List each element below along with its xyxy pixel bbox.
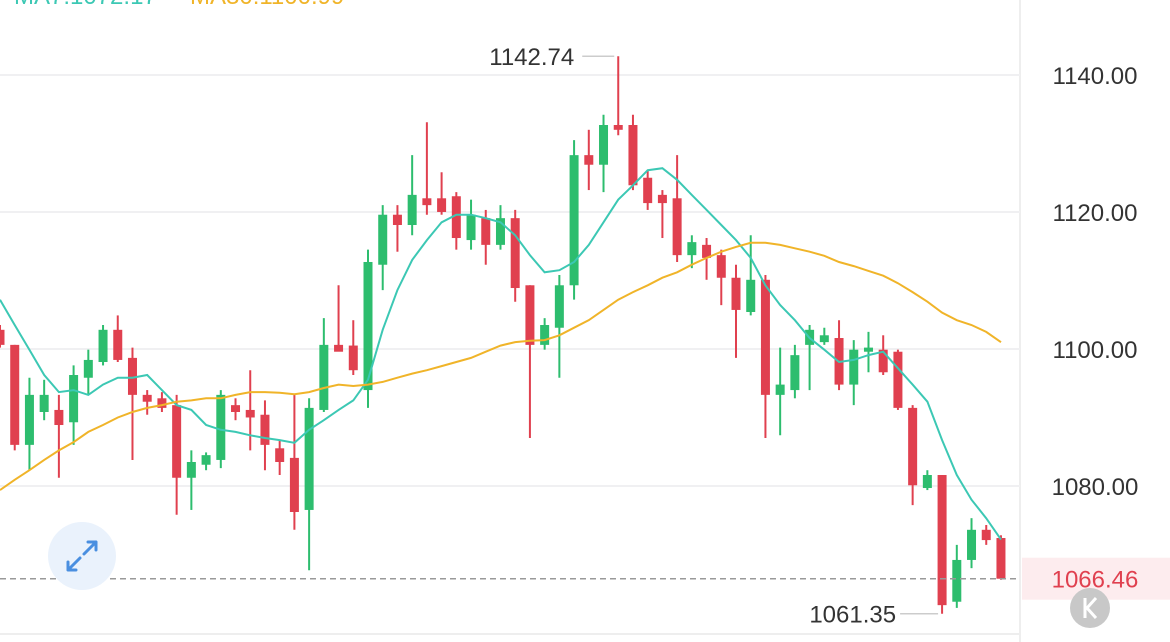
candle-body bbox=[304, 407, 314, 510]
candle-body bbox=[613, 125, 623, 130]
candle-body bbox=[510, 218, 520, 289]
candle-body bbox=[584, 155, 594, 165]
ma-line bbox=[0, 167, 1002, 541]
candle-body bbox=[54, 409, 64, 426]
candle-body bbox=[908, 407, 918, 486]
candle-body bbox=[157, 398, 167, 408]
candle-body bbox=[392, 214, 402, 226]
candle-body bbox=[599, 125, 609, 165]
candle-body bbox=[186, 461, 196, 478]
candle-body bbox=[275, 448, 285, 462]
high-label: 1142.74 bbox=[489, 44, 574, 71]
candle-body bbox=[260, 414, 270, 445]
k-circle[interactable] bbox=[1070, 588, 1110, 628]
candle-body bbox=[628, 125, 638, 186]
candle-body bbox=[245, 409, 255, 418]
candle-body bbox=[98, 329, 108, 362]
candle-body bbox=[422, 198, 432, 206]
ma-line bbox=[0, 241, 1002, 491]
candle-body bbox=[201, 455, 211, 465]
candle-body bbox=[878, 349, 888, 373]
k-button[interactable] bbox=[1070, 588, 1110, 628]
candle-body bbox=[348, 345, 358, 371]
candle-body bbox=[334, 344, 344, 352]
candle-body bbox=[819, 335, 829, 343]
candle-body bbox=[657, 194, 667, 204]
plot bbox=[0, 56, 1006, 614]
candle-body bbox=[407, 194, 417, 226]
candle-body bbox=[937, 475, 947, 606]
candle-body bbox=[893, 351, 903, 408]
candle-body bbox=[319, 344, 329, 410]
candle-body bbox=[952, 559, 962, 602]
candle-body bbox=[775, 384, 785, 395]
low-label: 1061.35 bbox=[809, 602, 896, 629]
candle-body bbox=[863, 347, 873, 352]
candle-body bbox=[922, 475, 932, 489]
candle-body bbox=[0, 329, 5, 345]
expand-button[interactable] bbox=[48, 522, 116, 590]
y-tick-label: 1120.00 bbox=[1053, 200, 1138, 227]
candle-body bbox=[451, 196, 461, 239]
candle-body bbox=[231, 405, 241, 412]
legend-entry: MA7:1072.17 bbox=[14, 0, 157, 10]
candle-body bbox=[731, 277, 741, 310]
candle-body bbox=[996, 538, 1006, 579]
grid: 1080.00 1100.00 1120.00 1140.00 bbox=[0, 63, 1138, 501]
candle-body bbox=[83, 359, 93, 378]
candle-body bbox=[437, 198, 447, 212]
candle-body bbox=[702, 244, 712, 258]
candle-body bbox=[672, 198, 682, 256]
candle-body bbox=[113, 329, 123, 360]
candle-body bbox=[142, 394, 152, 402]
candle-body bbox=[554, 285, 564, 328]
y-tick-label: 1100.00 bbox=[1053, 337, 1138, 364]
candle-body bbox=[39, 394, 49, 412]
candle-body bbox=[466, 214, 476, 241]
candle-body bbox=[24, 394, 34, 445]
candle-body bbox=[746, 279, 756, 312]
candle-body bbox=[716, 255, 726, 278]
candle-body bbox=[643, 177, 653, 204]
candle-body bbox=[540, 325, 550, 345]
k-icon bbox=[1083, 596, 1098, 620]
candle-body bbox=[363, 261, 373, 391]
expand-icon bbox=[66, 540, 98, 572]
candle-body bbox=[10, 344, 20, 445]
y-tick-label: 1140.00 bbox=[1053, 63, 1138, 90]
candle-body bbox=[849, 349, 859, 385]
candle-body bbox=[289, 457, 299, 512]
candle-body bbox=[216, 394, 226, 460]
candle-body bbox=[525, 285, 535, 345]
legend-entry: MA30:1100.99 bbox=[190, 0, 344, 10]
candle-body bbox=[981, 529, 991, 541]
candle-body bbox=[967, 529, 977, 560]
candle-body bbox=[172, 405, 182, 478]
candle-body bbox=[569, 155, 579, 286]
candle-body bbox=[790, 355, 800, 391]
candle-body bbox=[481, 218, 491, 245]
candle-body bbox=[687, 242, 697, 256]
candle-body bbox=[378, 214, 388, 265]
candle-body bbox=[760, 279, 770, 395]
candle-body bbox=[495, 218, 505, 245]
y-tick-label: 1080.00 bbox=[1052, 474, 1139, 501]
candle-body bbox=[127, 357, 137, 395]
candle-body bbox=[69, 375, 79, 423]
expand-circle[interactable] bbox=[48, 522, 116, 590]
